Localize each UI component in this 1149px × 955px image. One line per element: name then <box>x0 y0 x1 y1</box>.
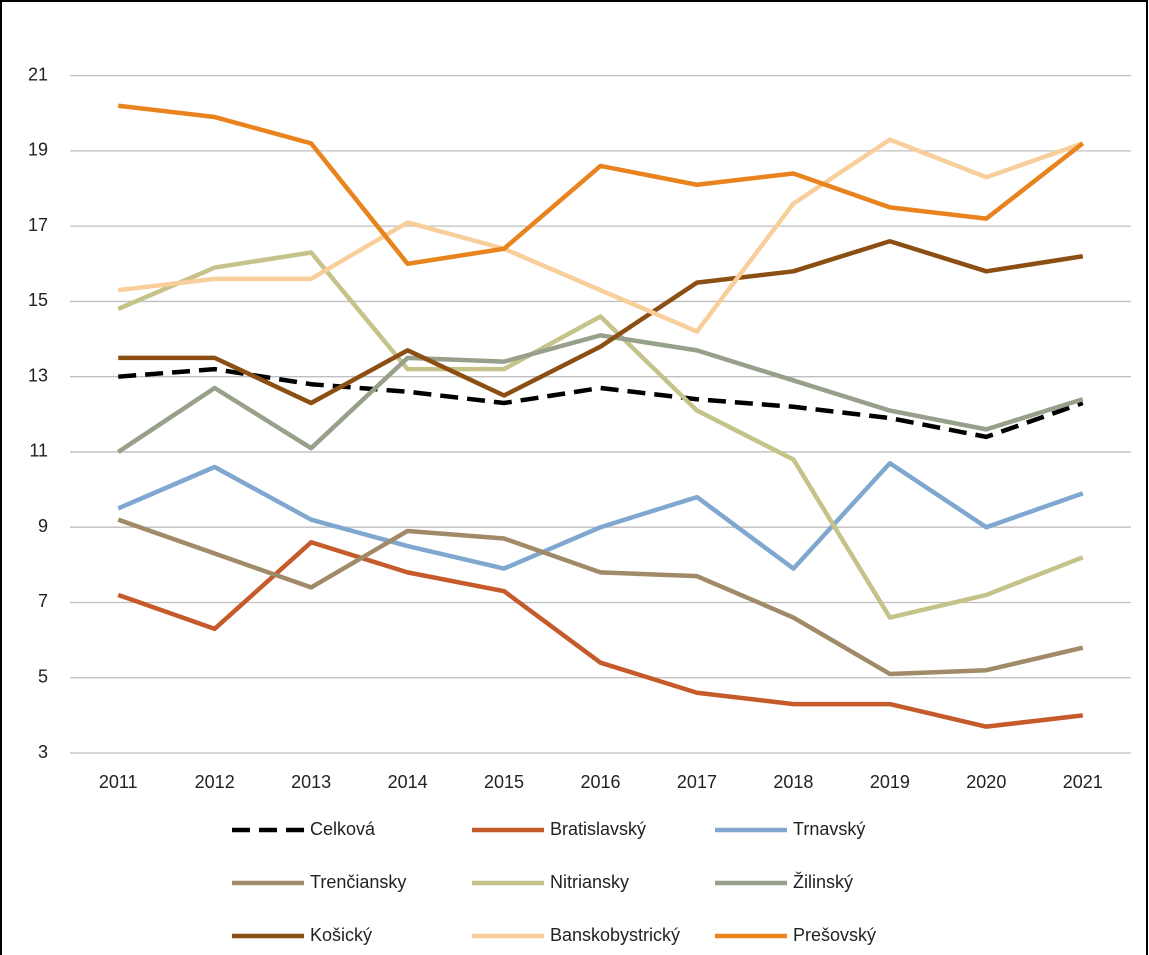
line-series <box>116 333 1084 454</box>
x-tick-label: 2015 <box>484 772 524 792</box>
line-series <box>117 137 1084 334</box>
y-tick-label: 9 <box>38 516 48 536</box>
x-tick-label: 2012 <box>195 772 235 792</box>
legend-label: Košický <box>310 925 372 945</box>
x-tick-label: 2018 <box>773 772 813 792</box>
x-tick-label: 2019 <box>870 772 910 792</box>
line-series <box>117 460 1084 571</box>
legend-label: Žilinský <box>793 872 853 892</box>
y-tick-label: 7 <box>38 591 48 611</box>
y-tick-label: 21 <box>28 64 48 84</box>
legend-label: Prešovský <box>793 925 876 945</box>
y-tick-label: 19 <box>28 140 48 160</box>
y-tick-label: 11 <box>29 441 48 461</box>
legend-label: Bratislavský <box>550 819 646 839</box>
legend-label: Banskobystrický <box>550 925 680 945</box>
y-tick-label: 15 <box>28 290 48 310</box>
line-series <box>117 250 1084 620</box>
legend-label: Nitriansky <box>550 872 629 892</box>
x-tick-label: 2017 <box>677 772 717 792</box>
line-series <box>117 517 1084 677</box>
x-tick-label: 2014 <box>388 772 428 792</box>
line-series <box>117 103 1085 267</box>
y-tick-label: 13 <box>28 365 48 385</box>
x-tick-label: 2021 <box>1063 772 1103 792</box>
x-tick-label: 2013 <box>291 772 331 792</box>
legend-label: Trnavský <box>793 819 865 839</box>
y-tick-label: 5 <box>38 666 48 686</box>
legend-label: Celková <box>310 819 376 839</box>
line-series <box>117 540 1084 729</box>
x-tick-label: 2020 <box>966 772 1006 792</box>
legend-label: Trenčiansky <box>310 872 406 892</box>
x-tick-label: 2016 <box>580 772 620 792</box>
line-series <box>118 238 1084 406</box>
y-tick-label: 3 <box>38 742 48 762</box>
x-tick-label: 2011 <box>99 772 138 792</box>
y-tick-label: 17 <box>28 215 48 235</box>
